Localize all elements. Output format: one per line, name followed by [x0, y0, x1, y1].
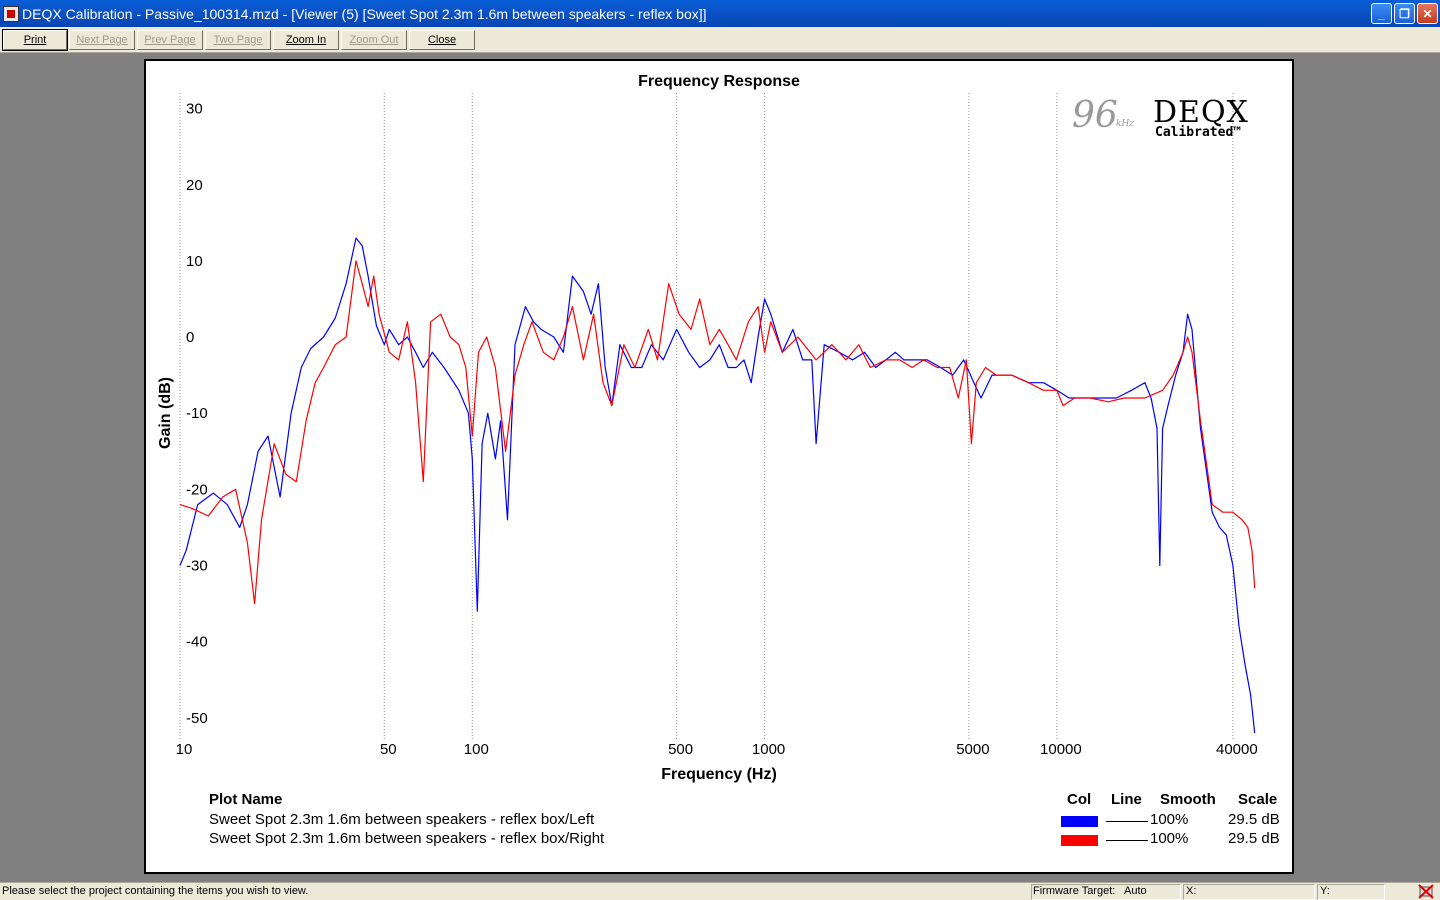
firmware-target-value: Auto: [1124, 885, 1147, 897]
close-window-button[interactable]: ✕: [1417, 3, 1438, 24]
status-bar: Please select the project containing the…: [0, 882, 1440, 900]
series-line-left: [179, 237, 1256, 734]
legend-row-right[interactable]: Sweet Spot 2.3m 1.6m between speakers - …: [209, 830, 1289, 849]
y-tick-label: 30: [186, 101, 203, 118]
x-coordinate-label: X:: [1186, 885, 1197, 897]
status-message: Please select the project containing the…: [2, 885, 309, 897]
y-tick-label: -20: [186, 481, 208, 498]
window-controls: _ ❐ ✕: [1371, 3, 1438, 24]
y-tick-label: -40: [186, 634, 208, 651]
close-button[interactable]: Close: [409, 29, 475, 50]
zoom-in-button[interactable]: Zoom In: [273, 29, 339, 50]
x-tick-label: 40000: [1216, 741, 1258, 758]
x-tick-label: 1000: [752, 741, 785, 758]
legend-color-swatch: [1061, 816, 1098, 827]
toolbar: Print Next Page Prev Page Two Page Zoom …: [0, 27, 1440, 53]
x-tick-label: 50: [380, 741, 397, 758]
y-tick-label: -30: [186, 557, 208, 574]
legend-scale: 29.5 dB: [1228, 811, 1280, 828]
legend-plot-name: Sweet Spot 2.3m 1.6m between speakers - …: [209, 830, 605, 847]
x-tick-label: 10: [176, 741, 193, 758]
firmware-target-label: Firmware Target:: [1033, 885, 1116, 897]
legend-line-sample: [1106, 821, 1148, 822]
legend-smooth: 100%: [1150, 830, 1189, 847]
y-tick-label: -10: [186, 405, 208, 422]
y-tick-label: 0: [186, 329, 194, 346]
x-tick-label: 5000: [956, 741, 989, 758]
legend-smooth: 100%: [1150, 811, 1189, 828]
legend-header-line: Line: [1111, 791, 1142, 808]
y-axis-label: Gain (dB): [157, 377, 174, 449]
x-tick-label: 10000: [1040, 741, 1082, 758]
series-line-right: [179, 260, 1256, 605]
legend-header-smooth: Smooth: [1160, 791, 1216, 808]
x-tick-label: 500: [668, 741, 693, 758]
close-icon: ✕: [1422, 6, 1433, 21]
two-page-button[interactable]: Two Page: [205, 29, 271, 50]
zoom-out-button[interactable]: Zoom Out: [341, 29, 407, 50]
frequency-response-chart: 10 50 100 500 1000 5000 10000 400003020100-10-2…: [157, 73, 1258, 783]
legend-scale: 29.5 dB: [1228, 830, 1280, 847]
logo-unit: kHz: [1116, 119, 1135, 129]
app-icon[interactable]: [3, 5, 19, 22]
logo-tagline: Calibrated™: [1155, 125, 1242, 140]
minimize-icon: _: [1378, 6, 1385, 21]
y-tick-label: -50: [186, 710, 208, 727]
deqx-logo: 96 kHz DEQX Calibrated™: [1066, 95, 1266, 145]
legend-header-scale: Scale: [1238, 791, 1278, 808]
logo-brand: DEQX: [1153, 95, 1249, 130]
logo-rate: 96: [1072, 95, 1118, 136]
print-button[interactable]: Print: [2, 28, 68, 51]
status-disconnected-icon: [1418, 884, 1434, 899]
x-tick-label: 100: [464, 741, 489, 758]
legend-header-col: Col: [1067, 791, 1092, 808]
y-tick-label: 10: [186, 253, 203, 270]
legend-line-sample: [1106, 840, 1148, 841]
minimize-button[interactable]: _: [1371, 3, 1392, 24]
legend-row-left[interactable]: Sweet Spot 2.3m 1.6m between speakers - …: [209, 811, 1289, 830]
window-title-bar[interactable]: DEQX Calibration - Passive_100314.mzd - …: [0, 0, 1440, 27]
y-tick-label: 20: [186, 177, 203, 194]
legend-color-swatch: [1061, 835, 1098, 846]
restore-button[interactable]: ❐: [1394, 3, 1415, 24]
legend-plot-name: Sweet Spot 2.3m 1.6m between speakers - …: [209, 811, 595, 828]
window-title: DEQX Calibration - Passive_100314.mzd - …: [22, 5, 707, 22]
next-page-button[interactable]: Next Page: [69, 29, 135, 50]
prev-page-button[interactable]: Prev Page: [137, 29, 203, 50]
legend-header-name: Plot Name: [209, 791, 283, 808]
y-coordinate-label: Y:: [1320, 885, 1330, 897]
x-coordinate-field: [1183, 884, 1315, 900]
x-axis-label: Frequency (Hz): [661, 766, 777, 783]
report-page: 10 50 100 500 1000 5000 10000 40000 30 20 10 0 -10 -2…: [144, 59, 1294, 874]
chart-title: Frequency Response: [638, 73, 800, 90]
restore-icon: ❐: [1399, 6, 1410, 21]
